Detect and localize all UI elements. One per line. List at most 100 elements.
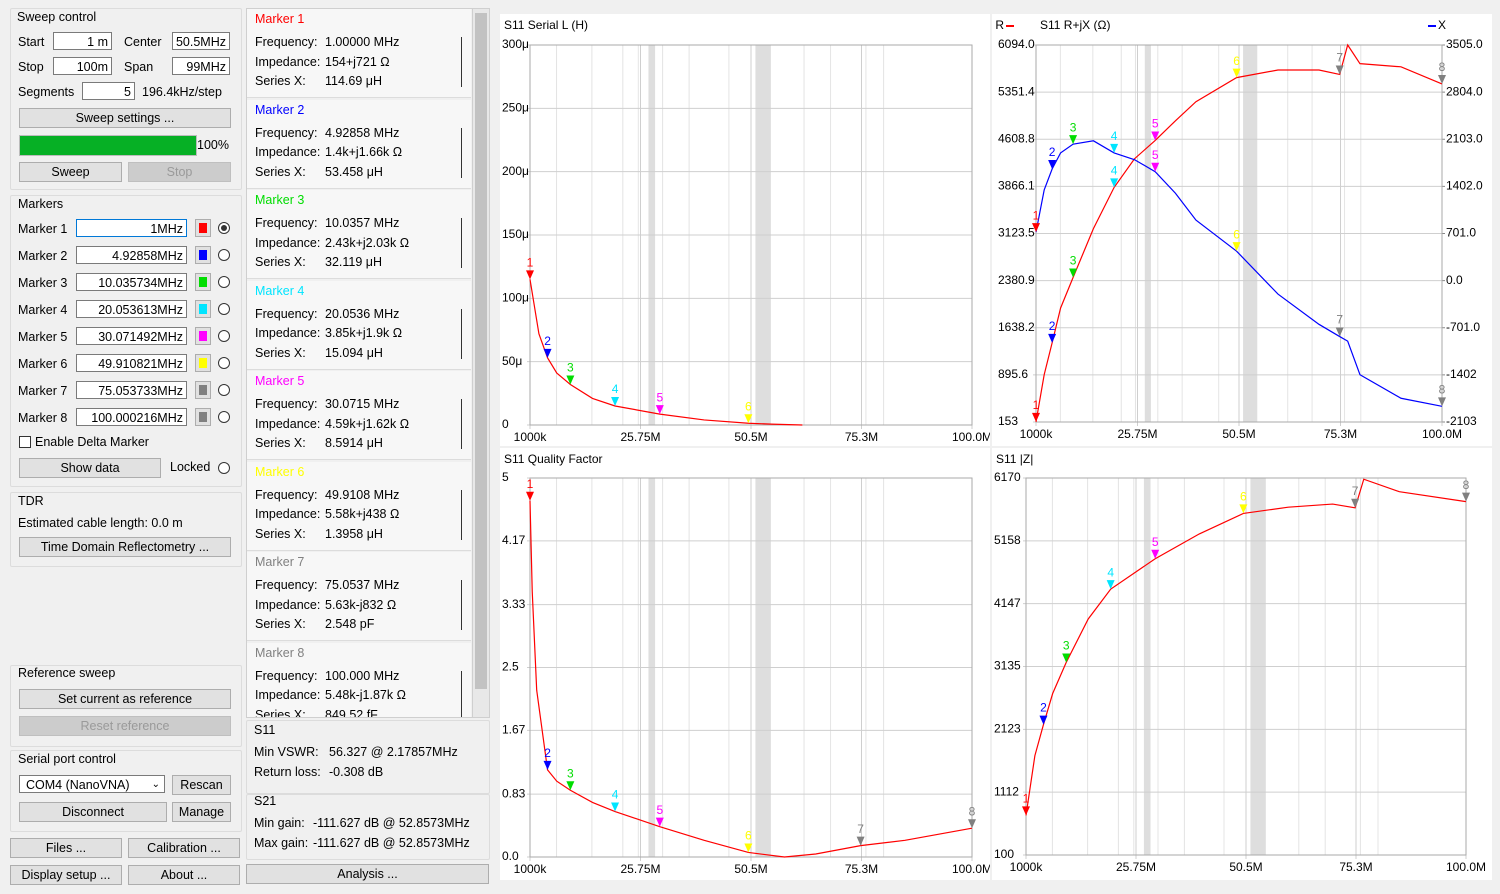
- marker-color-button[interactable]: [195, 381, 211, 399]
- files-button[interactable]: Files ...: [10, 838, 122, 858]
- marker-info-entry: Marker 2 Frequency: 4.92858 MHz Impedance: 1…: [247, 99, 471, 189]
- span-input[interactable]: 99MHz: [172, 57, 230, 75]
- marker-frequency-input[interactable]: 1MHz: [76, 219, 187, 237]
- checkbox[interactable]: [19, 436, 31, 448]
- about-button[interactable]: About ...: [128, 865, 240, 885]
- legend-label: R: [995, 18, 1004, 32]
- disconnect-button[interactable]: Disconnect: [19, 802, 167, 822]
- marker-triangle: [744, 843, 753, 853]
- tdr-button[interactable]: Time Domain Reflectometry ...: [19, 537, 231, 557]
- tdr-group: [10, 492, 242, 567]
- marker-info-label: Frequency:: [255, 306, 318, 321]
- analysis-button[interactable]: Analysis ...: [246, 864, 489, 884]
- center-input[interactable]: 50.5MHz: [172, 32, 230, 50]
- y-tick-label: 895.6: [998, 367, 1028, 381]
- marker-label: 8: [1439, 60, 1446, 74]
- chart: S11 |Z|1000k 25.75M 50.5M 75.3M 100.0M617051…: [992, 448, 1492, 880]
- x-tick-label: 100.0M: [1422, 427, 1462, 441]
- marker-label: Marker 5: [18, 330, 68, 344]
- marker-triangle: [611, 802, 620, 812]
- segments-input[interactable]: 5: [82, 82, 135, 100]
- marker-color-button[interactable]: [195, 273, 211, 291]
- marker-radio[interactable]: [218, 276, 230, 288]
- marker-label: Marker 1: [18, 222, 68, 236]
- marker-radio[interactable]: [218, 357, 230, 369]
- plot-frame: [1025, 477, 1467, 856]
- markers-group: [10, 195, 242, 487]
- locked-radio[interactable]: [218, 462, 230, 474]
- marker-info-value: 4.92858 MHz: [325, 125, 400, 140]
- marker-radio[interactable]: [218, 384, 230, 396]
- marker-frequency-input[interactable]: 4.92858MHz: [76, 246, 187, 264]
- sweep-settings-button[interactable]: Sweep settings ...: [19, 108, 231, 128]
- marker-color-button[interactable]: [195, 219, 211, 237]
- chart-title: S11 R+jX (Ω): [1040, 18, 1110, 32]
- marker-info-entry: Marker 4 Frequency: 20.0536 MHz Impedance: 3…: [247, 280, 471, 370]
- marker-info-label: Impedance:: [255, 688, 321, 702]
- divider: [461, 580, 462, 630]
- marker-frequency-input[interactable]: 75.053733MHz: [76, 381, 187, 399]
- x-tick-label: 25.75M: [620, 430, 660, 444]
- x-tick-label: 25.75M: [1117, 427, 1157, 441]
- marker-label: 5: [1152, 148, 1159, 162]
- marker-info-value: 2.548 pF: [325, 617, 375, 631]
- manage-button[interactable]: Manage: [172, 802, 231, 822]
- marker-color-button[interactable]: [195, 300, 211, 318]
- sweep-button[interactable]: Sweep: [19, 162, 122, 182]
- divider: [461, 308, 462, 359]
- marker-frequency-input[interactable]: 20.053613MHz: [76, 300, 187, 318]
- marker-triangle: [611, 397, 620, 406]
- marker-radio[interactable]: [218, 249, 230, 261]
- marker-info-value: 30.0715 MHz: [325, 397, 400, 411]
- marker-radio[interactable]: [218, 411, 230, 423]
- stop-input[interactable]: 100m: [53, 57, 112, 75]
- marker-frequency-input[interactable]: 30.071492MHz: [76, 327, 187, 345]
- show-data-button[interactable]: Show data: [19, 458, 161, 478]
- set-reference-button[interactable]: Set current as reference: [19, 689, 231, 709]
- marker-info-entry: Marker 7 Frequency: 75.0537 MHz Impedance: 5…: [247, 552, 471, 641]
- calibration-button[interactable]: Calibration ...: [128, 838, 240, 858]
- marker-color-swatch: [199, 385, 207, 395]
- x-tick-label: 1000k: [514, 862, 548, 876]
- group-title: TDR: [18, 494, 44, 508]
- marker-label: 7: [1336, 51, 1343, 65]
- marker-label: 6: [745, 829, 752, 843]
- s11-group: [246, 720, 490, 794]
- marker-triangle: [1048, 333, 1057, 343]
- progress-label: 100%: [197, 138, 229, 152]
- y-tick-label: 5351.4: [998, 84, 1035, 98]
- marker-info-value: 1.4k+j1.66k Ω: [325, 145, 403, 159]
- label: Min VSWR:: [254, 745, 319, 759]
- marker-color-swatch: [199, 223, 207, 233]
- label: Center: [124, 35, 162, 49]
- scrollbar[interactable]: [472, 8, 490, 718]
- marker-color-button[interactable]: [195, 408, 211, 426]
- marker-color-button[interactable]: [195, 354, 211, 372]
- x-tick-label: 50.5M: [1229, 860, 1262, 874]
- marker-info-label: Series X:: [255, 436, 306, 450]
- display-setup-button[interactable]: Display setup ...: [10, 865, 122, 885]
- marker-radio[interactable]: [218, 330, 230, 342]
- start-input[interactable]: 1 m: [53, 32, 112, 50]
- marker-label: 2: [1049, 319, 1056, 333]
- y2-tick-label: -1402: [1446, 367, 1477, 381]
- marker-color-button[interactable]: [195, 327, 211, 345]
- rescan-button[interactable]: Rescan: [172, 775, 231, 795]
- y-tick-label: 250μ: [502, 101, 529, 115]
- marker-radio[interactable]: [218, 222, 230, 234]
- y-tick-label: 4608.8: [998, 131, 1035, 145]
- marker-triangle: [1438, 74, 1446, 84]
- scroll-thumb[interactable]: [475, 13, 487, 689]
- marker-frequency-input[interactable]: 10.035734MHz: [76, 273, 187, 291]
- marker-frequency-input[interactable]: 49.910821MHz: [76, 354, 187, 372]
- label: Min gain:: [254, 816, 305, 830]
- marker-frequency-input[interactable]: 100.000216MHz: [76, 408, 187, 426]
- value: -111.627 dB @ 52.8573MHz: [313, 836, 470, 850]
- port-select[interactable]: COM4 (NanoVNA) ⌄: [19, 775, 165, 793]
- marker-triangle: [1438, 397, 1446, 407]
- marker-label: Marker 2: [18, 249, 68, 263]
- marker-radio[interactable]: [218, 303, 230, 315]
- marker-color-button[interactable]: [195, 246, 211, 264]
- marker-info-label: Frequency:: [255, 35, 318, 49]
- marker-color-swatch: [199, 412, 207, 422]
